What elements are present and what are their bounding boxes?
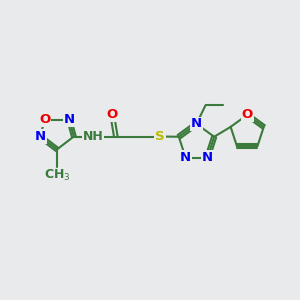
Text: O: O — [242, 108, 253, 122]
Text: N: N — [191, 117, 202, 130]
Text: N: N — [202, 151, 213, 164]
Text: N: N — [34, 130, 46, 143]
Text: NH: NH — [83, 130, 104, 143]
Text: O: O — [39, 113, 50, 126]
Text: N: N — [180, 151, 191, 164]
Text: S: S — [155, 130, 165, 143]
Text: N: N — [64, 113, 75, 126]
Text: O: O — [106, 108, 118, 122]
Text: CH$_3$: CH$_3$ — [44, 168, 70, 183]
